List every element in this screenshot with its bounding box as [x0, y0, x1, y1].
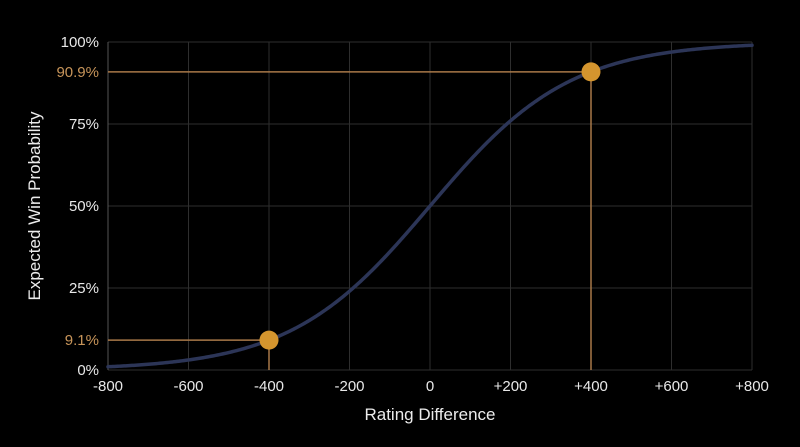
highlight-point-0: [259, 330, 279, 350]
grid: [107, 41, 753, 371]
x-tick-label-6: +400: [574, 378, 608, 395]
guide-lines: [108, 71, 592, 370]
x-tick-label-5: +200: [494, 378, 528, 395]
y-tick-label-3: 75%: [69, 116, 99, 133]
y-tick-label-0: 0%: [77, 362, 99, 379]
highlight-point-1: [581, 62, 601, 82]
x-tick-label-1: -600: [173, 378, 203, 395]
x-tick-label-0: -800: [93, 378, 123, 395]
highlight-points: [259, 62, 601, 350]
y-tick-label-1: 25%: [69, 280, 99, 297]
tick-labels: 0% 25% 50% 75% 100% 9.1% 90.9% -800 -600 -400 -200…: [56, 34, 768, 395]
highlight-y-label-0: 9.1%: [65, 332, 99, 349]
win-probability-curve: [106, 43, 754, 369]
x-axis-title: Rating Difference: [364, 405, 495, 424]
x-tick-label-3: -200: [334, 378, 364, 395]
y-axis-title: Expected Win Probability: [25, 111, 44, 300]
x-tick-label-7: +600: [655, 378, 689, 395]
x-tick-label-4: 0: [426, 378, 434, 395]
x-tick-label-2: -400: [254, 378, 284, 395]
series-line: [106, 43, 754, 369]
highlight-y-label-1: 90.9%: [56, 64, 99, 81]
y-tick-label-4: 100%: [61, 34, 99, 51]
x-tick-label-8: +800: [735, 378, 769, 395]
y-tick-label-2: 50%: [69, 198, 99, 215]
